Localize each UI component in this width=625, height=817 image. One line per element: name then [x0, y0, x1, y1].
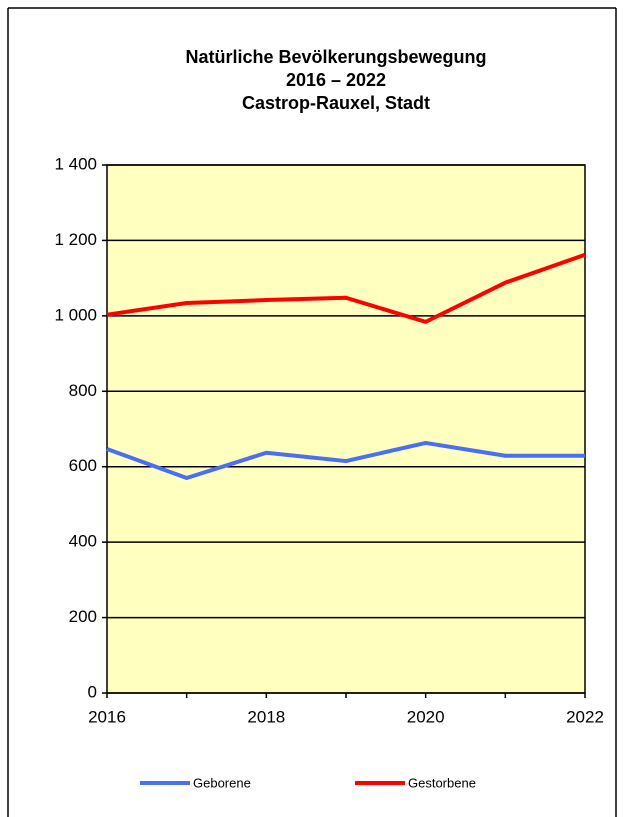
x-tick-label: 2022	[566, 707, 604, 726]
y-tick-label: 200	[69, 607, 97, 626]
chart-title: Natürliche Bevölkerungsbewegung	[185, 47, 486, 67]
y-tick-label: 0	[88, 682, 97, 701]
x-tick-label: 2020	[407, 707, 445, 726]
series-line	[106, 252, 586, 324]
series-line	[106, 440, 585, 481]
y-tick-label: 1 000	[54, 305, 97, 324]
y-tick-label: 800	[69, 381, 97, 400]
y-tick-label: 400	[69, 532, 97, 551]
legend-label: Gestorbene	[408, 775, 476, 790]
chart-title: Castrop-Rauxel, Stadt	[242, 93, 430, 113]
x-tick-label: 2016	[88, 707, 126, 726]
y-tick-label: 1 200	[54, 230, 97, 249]
chart-title: 2016 – 2022	[286, 70, 386, 90]
y-tick-label: 1 400	[54, 154, 97, 173]
y-tick-label: 600	[69, 456, 97, 475]
x-tick-label: 2018	[247, 707, 285, 726]
legend-label: Geborene	[193, 775, 251, 790]
plot-area	[106, 164, 586, 694]
